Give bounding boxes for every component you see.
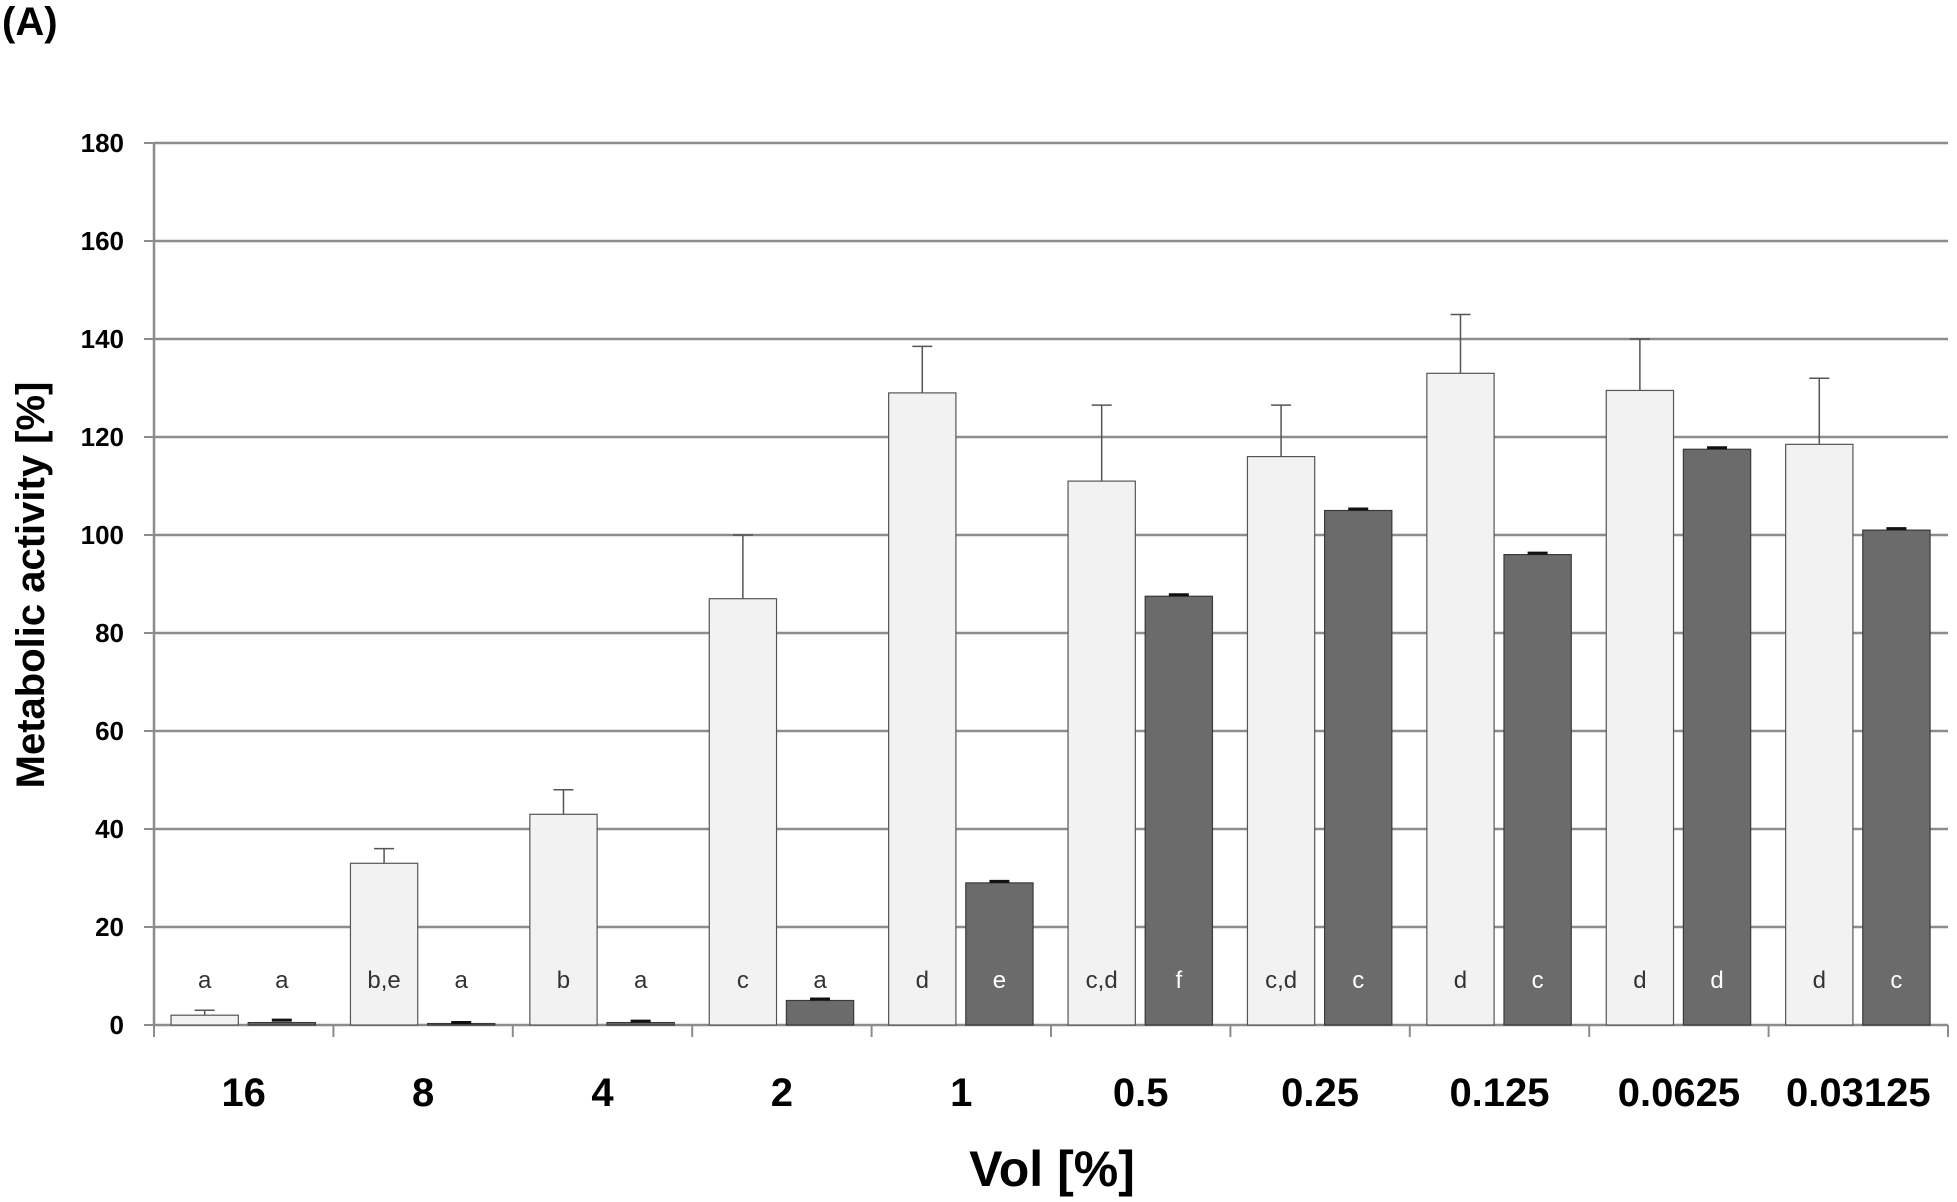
x-tick-label: 2 bbox=[771, 1071, 793, 1115]
y-tick-label: 0 bbox=[110, 1010, 124, 1040]
x-tick-label: 0.25 bbox=[1281, 1071, 1359, 1115]
significance-letter: a bbox=[275, 967, 289, 994]
bar-series1-0.25 bbox=[1246, 456, 1316, 1026]
y-axis-title: Metabolic activity [%] bbox=[9, 382, 53, 789]
y-tick-labels: 0 20 40 60 80 100 120 140 160 180 bbox=[81, 128, 124, 1040]
x-tick-label: 16 bbox=[221, 1071, 266, 1115]
error-bars bbox=[194, 313, 1907, 1025]
y-tick-label: 160 bbox=[81, 226, 124, 256]
x-tick-label: 0.03125 bbox=[1786, 1071, 1931, 1115]
y-tick-label: 20 bbox=[95, 912, 124, 942]
bar-series2-0.5 bbox=[1144, 595, 1214, 1026]
significance-letter: c bbox=[737, 967, 749, 994]
significance-letter: d bbox=[1454, 967, 1467, 994]
significance-letter: a bbox=[634, 967, 648, 994]
bar-series1-0.03125 bbox=[1785, 443, 1854, 1026]
x-tick-labels: 16 8 4 2 1 0.5 0.25 0.125 0.0625 0.03125 bbox=[221, 1071, 1930, 1115]
y-tick-label: 40 bbox=[95, 814, 124, 844]
significance-letters: a b,e b c d c,d c,d d d d a a a a e f c c d c bbox=[198, 967, 1902, 994]
significance-letter: d bbox=[916, 967, 929, 994]
bar-series2-1 bbox=[965, 882, 1034, 1026]
y-tick-label: 180 bbox=[81, 128, 124, 158]
significance-letter: b,e bbox=[367, 967, 400, 994]
significance-letter: c bbox=[1532, 967, 1544, 994]
significance-letter: f bbox=[1175, 967, 1182, 994]
x-tick-label: 4 bbox=[591, 1071, 614, 1115]
x-tick-label: 0.125 bbox=[1449, 1071, 1549, 1115]
significance-letter: b bbox=[557, 967, 570, 994]
significance-letter: e bbox=[993, 967, 1006, 994]
significance-letter: d bbox=[1633, 967, 1646, 994]
bar-series1-1 bbox=[888, 392, 957, 1026]
y-tick-label: 140 bbox=[81, 324, 124, 354]
x-axis-title: Vol [%] bbox=[969, 1141, 1135, 1197]
significance-letter: a bbox=[198, 967, 212, 994]
significance-letter: d bbox=[1813, 967, 1826, 994]
panel-label: (A) bbox=[2, 0, 58, 44]
x-tick-label: 1 bbox=[950, 1071, 972, 1115]
bar-series2-0.25 bbox=[1323, 509, 1393, 1026]
y-tick-label: 120 bbox=[81, 422, 124, 452]
significance-letter: a bbox=[455, 967, 469, 994]
bars bbox=[170, 372, 1931, 1026]
bar-series2-16 bbox=[247, 1021, 317, 1026]
bar-series1-0.125 bbox=[1426, 372, 1495, 1026]
bar-series1-8 bbox=[349, 862, 419, 1026]
bar-series2-0.125 bbox=[1503, 553, 1572, 1026]
y-tick-label: 80 bbox=[95, 618, 124, 648]
bar-series2-0.0625 bbox=[1682, 448, 1752, 1026]
bar-series2-2 bbox=[785, 999, 855, 1026]
bar-series1-0.0625 bbox=[1605, 389, 1675, 1026]
bar-series1-16 bbox=[170, 1014, 239, 1026]
significance-letter: c bbox=[1890, 967, 1902, 994]
gridlines bbox=[154, 141, 1948, 929]
bar-series1-0.5 bbox=[1067, 480, 1136, 1026]
significance-letter: a bbox=[813, 967, 827, 994]
bar-series1-2 bbox=[708, 598, 778, 1026]
bar-series2-4 bbox=[606, 1021, 675, 1026]
x-tick-label: 0.0625 bbox=[1618, 1071, 1740, 1115]
y-tick-label: 100 bbox=[81, 520, 124, 550]
x-tick-label: 8 bbox=[412, 1071, 434, 1115]
x-tick-label: 0.5 bbox=[1113, 1071, 1169, 1115]
significance-letter: c,d bbox=[1086, 967, 1118, 994]
significance-letter: c bbox=[1352, 967, 1364, 994]
significance-letter: c,d bbox=[1265, 967, 1297, 994]
bar-series2-0.03125 bbox=[1862, 529, 1931, 1026]
y-tick-label: 60 bbox=[95, 716, 124, 746]
significance-letter: d bbox=[1710, 967, 1723, 994]
